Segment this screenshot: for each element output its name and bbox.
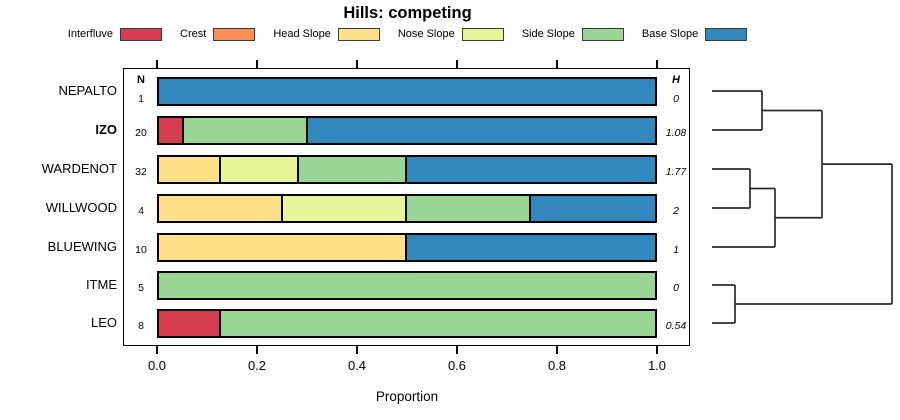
bar-segment-base-slope — [307, 117, 655, 143]
x-tick-bottom — [456, 346, 458, 354]
bar-row-willwood — [157, 193, 657, 223]
h-value: 0 — [673, 93, 679, 105]
n-value: 5 — [138, 282, 144, 294]
n-column-header: N — [137, 74, 145, 86]
y-axis-label-bluewing: BLUEWING — [47, 239, 117, 254]
x-tick-top — [656, 60, 658, 68]
legend-item-head-slope: Head Slope — [273, 27, 380, 41]
legend-label: Interfluve — [67, 28, 114, 40]
bar-segment-head-slope — [159, 156, 221, 182]
y-axis-label-wardenot: WARDENOT — [41, 161, 117, 176]
x-tick-label: 0.0 — [147, 358, 167, 373]
legend-label: Nose Slope — [397, 28, 455, 40]
n-value: 10 — [135, 244, 147, 256]
legend-label: Base Slope — [641, 28, 699, 40]
bar-segment-side-slope — [221, 310, 655, 336]
legend-swatch-icon — [337, 27, 380, 41]
x-tick-label: 0.8 — [547, 358, 567, 373]
x-tick-label: 0.2 — [247, 358, 267, 373]
x-axis-title: Proportion — [375, 389, 439, 404]
n-value: 4 — [138, 205, 144, 217]
legend-item-crest: Crest — [180, 27, 256, 41]
h-value: 1.08 — [665, 127, 687, 139]
legend-swatch-icon — [581, 27, 624, 41]
n-value: 1 — [138, 93, 144, 105]
x-tick-bottom — [156, 346, 158, 354]
bar-segment-base-slope — [407, 234, 655, 260]
legend-swatch-icon — [705, 27, 748, 41]
x-tick-bottom — [256, 346, 258, 354]
x-tick-label: 0.4 — [347, 358, 367, 373]
y-axis-label-izo: IZO — [95, 122, 117, 137]
h-value: 0.54 — [665, 320, 687, 332]
bar-row-nepalto — [157, 76, 657, 106]
bar-segment-base-slope — [407, 156, 655, 182]
y-axis-label-leo: LEO — [90, 315, 117, 330]
x-tick-bottom — [556, 346, 558, 354]
x-tick-top — [356, 60, 358, 68]
bar-segment-side-slope — [298, 156, 407, 182]
bar-segment-interfluve — [159, 117, 184, 143]
bar-segment-base-slope — [531, 195, 655, 221]
n-value: 32 — [135, 166, 147, 178]
bar-row-itme — [157, 270, 657, 300]
bar-row-leo — [157, 308, 657, 338]
bar-segment-head-slope — [159, 195, 283, 221]
x-tick-bottom — [356, 346, 358, 354]
n-value: 8 — [138, 320, 144, 332]
x-tick-top — [256, 60, 258, 68]
n-value: 20 — [135, 127, 147, 139]
chart-title: Hills: competing — [343, 4, 472, 22]
bar-segment-side-slope — [183, 117, 308, 143]
bar-row-izo — [157, 115, 657, 145]
legend-label: Crest — [180, 28, 207, 40]
bar-segment-side-slope — [407, 195, 531, 221]
bar-segment-interfluve — [159, 310, 221, 336]
legend-item-nose-slope: Nose Slope — [397, 27, 504, 41]
x-tick-label: 0.6 — [447, 358, 467, 373]
x-tick-label: 1.0 — [647, 358, 667, 373]
h-column-header: H — [672, 74, 680, 86]
bar-row-wardenot — [157, 154, 657, 184]
legend-item-side-slope: Side Slope — [521, 27, 624, 41]
legend-swatch-icon — [461, 27, 504, 41]
bar-segment-side-slope — [159, 272, 655, 298]
legend-label: Head Slope — [273, 28, 331, 40]
legend-item-base-slope: Base Slope — [641, 27, 748, 41]
bar-segment-head-slope — [159, 234, 407, 260]
bar-segment-nose-slope — [221, 156, 299, 182]
y-axis-label-nepalto: NEPALTO — [58, 83, 117, 98]
legend-item-interfluve: Interfluve — [67, 27, 163, 41]
bar-row-bluewing — [157, 232, 657, 262]
x-tick-bottom — [656, 346, 658, 354]
legend-label: Side Slope — [521, 28, 575, 40]
y-axis-label-itme: ITME — [85, 277, 117, 292]
bar-segment-base-slope — [159, 78, 655, 104]
h-value: 1 — [673, 244, 679, 256]
h-value: 1.77 — [665, 166, 687, 178]
legend-swatch-icon — [213, 27, 256, 41]
legend: Interfluve Crest Head Slope Nose Slope Side … — [0, 26, 815, 42]
bar-segment-nose-slope — [283, 195, 407, 221]
legend-swatch-icon — [120, 27, 163, 41]
h-value: 0 — [673, 282, 679, 294]
x-tick-top — [556, 60, 558, 68]
x-tick-top — [156, 60, 158, 68]
h-value: 2 — [673, 205, 679, 217]
y-axis-label-willwood: WILLWOOD — [45, 200, 117, 215]
x-tick-top — [456, 60, 458, 68]
